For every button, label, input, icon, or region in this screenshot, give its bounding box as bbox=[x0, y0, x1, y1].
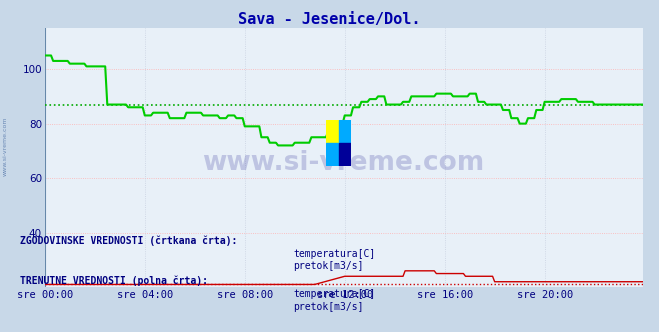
Text: Sava - Jesenice/Dol.: Sava - Jesenice/Dol. bbox=[239, 12, 420, 27]
Bar bbox=[326, 143, 339, 166]
Text: ZGODOVINSKE VREDNOSTI (črtkana črta):: ZGODOVINSKE VREDNOSTI (črtkana črta): bbox=[20, 236, 237, 246]
Text: www.si-vreme.com: www.si-vreme.com bbox=[202, 150, 485, 176]
Text: www.si-vreme.com: www.si-vreme.com bbox=[3, 116, 8, 176]
Text: temperatura[C]: temperatura[C] bbox=[293, 289, 376, 299]
Text: temperatura[C]: temperatura[C] bbox=[293, 249, 376, 259]
Bar bbox=[339, 143, 351, 166]
Bar bbox=[326, 120, 339, 143]
Text: pretok[m3/s]: pretok[m3/s] bbox=[293, 261, 364, 271]
Text: TRENUTNE VREDNOSTI (polna črta):: TRENUTNE VREDNOSTI (polna črta): bbox=[20, 276, 208, 287]
Text: pretok[m3/s]: pretok[m3/s] bbox=[293, 302, 364, 312]
Bar bbox=[339, 120, 351, 143]
